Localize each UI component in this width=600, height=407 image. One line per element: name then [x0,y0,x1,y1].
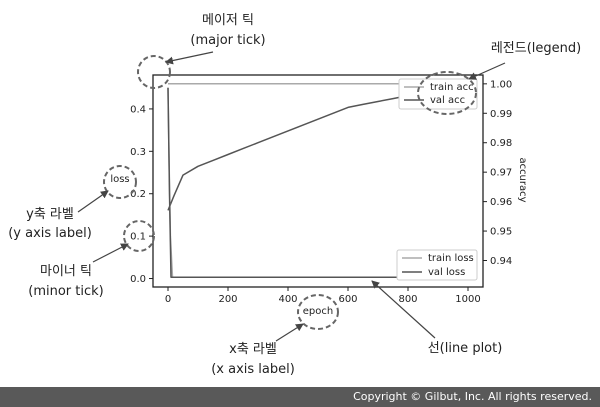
arrow-y-axis-label [77,190,109,213]
right-y-axis-ticks: 0.94 0.95 0.96 0.97 0.98 0.99 1.00 [483,79,512,267]
label-x-axis-label-en: (x axis label) [211,362,295,377]
highlight-circles [103,55,477,330]
legend-label-train-loss: train loss [428,253,474,264]
legend-label-train-acc: train acc [430,82,474,93]
annotation-labels: 메이저 틱 (major tick) 레전드(legend) y축 라벨 (y … [8,13,581,377]
left-y-tick-label: 0.4 [130,104,146,115]
right-y-tick-label: 0.97 [490,168,512,179]
annotation-arrows [77,51,506,342]
right-y-tick-label: 0.96 [490,197,512,208]
loss-series-group [167,87,468,278]
label-x-axis-label-ko: x축 라벨 [229,342,277,357]
highlight-y-axis-label [103,165,137,199]
right-y-tick-label: 0.99 [490,109,512,120]
left-y-tick-label: 0.2 [130,189,146,200]
x-tick-label: 200 [218,294,237,305]
x-axis-label: epoch [303,306,333,317]
label-minor-tick-ko: 마이너 틱 [40,264,92,279]
label-line-plot: 선(line plot) [428,341,503,356]
x-tick-label: 400 [278,294,297,305]
y-axis-label-left: loss [110,174,129,185]
plot-area: 0 200 400 600 800 1000 0.00.10.20.30.4 0.940.… [110,74,528,317]
copyright-footer: Copyright © Gilbut, Inc. All rights rese… [0,387,600,407]
arrow-major-tick [165,51,214,65]
arrow-x-axis-label [275,323,304,342]
series-line-val-loss [167,87,468,278]
highlight-legend [417,71,477,115]
arrow-minor-tick [92,243,129,263]
x-tick-label: 800 [398,294,417,305]
x-axis-ticks: 0 200 400 600 800 1000 [165,287,481,305]
right-y-tick-label: 1.00 [490,79,512,90]
right-y-tick-label: 0.94 [490,256,512,267]
right-y-tick-label: 0.95 [490,227,512,238]
left-y-tick-label: 0.3 [130,147,146,158]
label-y-axis-label-en: (y axis label) [8,226,92,241]
legend-label-val-loss: val loss [428,267,465,278]
x-tick-label: 0 [165,294,171,305]
legend-label-val-acc: val acc [430,95,465,106]
y-axis-label-right: accuracy [517,157,528,202]
legend-accuracy: train acc val acc [398,78,478,110]
highlight-x-axis-label [297,294,339,330]
highlight-minor-tick [123,220,155,252]
highlight-major-tick [137,55,171,89]
arrow-line-plot [371,280,436,339]
copyright-text: Copyright © Gilbut, Inc. All rights rese… [353,390,592,403]
x-tick-label: 1000 [455,294,480,305]
left-y-tick-label: 0.1 [130,232,146,243]
label-minor-tick-en: (minor tick) [28,284,103,299]
left-y-tick-label: 0.0 [130,274,146,285]
right-y-tick-label: 0.98 [490,138,512,149]
arrow-legend [468,62,506,80]
legend-loss: train loss val loss [396,249,478,281]
x-tick-label: 600 [338,294,357,305]
label-legend: 레전드(legend) [491,41,581,56]
label-major-tick-en: (major tick) [190,33,265,48]
left-y-axis-ticks: 0.0 0.1 0.2 0.3 0.4 [130,104,153,285]
label-major-tick-ko: 메이저 틱 [202,13,254,28]
label-y-axis-label-ko: y축 라벨 [26,207,74,222]
